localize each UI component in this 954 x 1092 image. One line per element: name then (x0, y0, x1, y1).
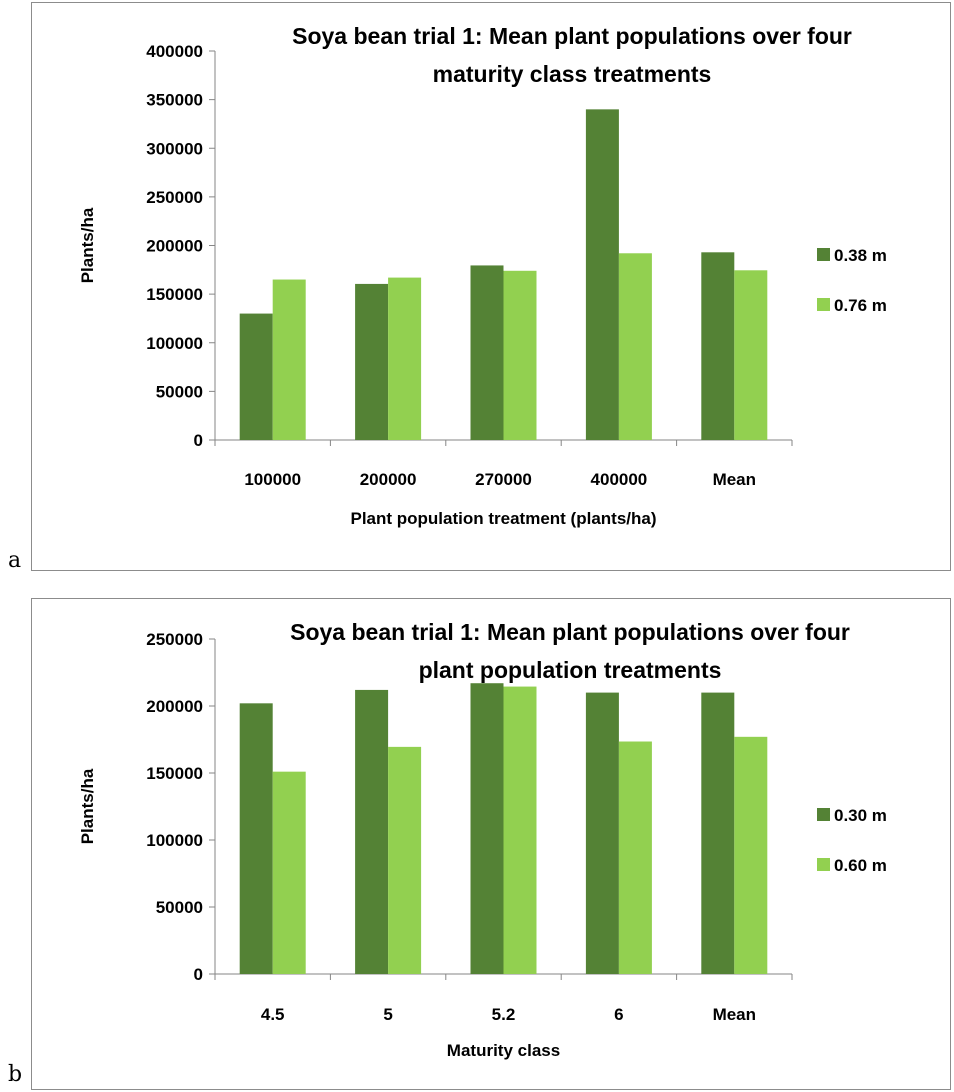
chart-b-bar-series2 (734, 736, 768, 974)
chart-a-y-tick-label: 300000 (146, 139, 203, 158)
chart-a-y-tick-label: 200000 (146, 237, 203, 256)
chart-b-bar-series1 (585, 692, 619, 974)
panel-label-b: b (8, 1062, 23, 1087)
chart-b-y-tick-label: 250000 (146, 630, 203, 649)
chart-a-x-tick-label: 400000 (591, 470, 648, 489)
chart-a-bar-series1 (470, 265, 504, 440)
chart-a-bar-series2 (388, 277, 422, 440)
chart-a-bar-series2 (618, 253, 652, 440)
chart-b-title-line2: plant population treatments (419, 657, 722, 683)
chart-b: 0 50000 100000 150000 200000 250000 4.5 5 5.2 6 Me… (31, 598, 951, 1090)
chart-b-bar-series2 (272, 771, 306, 974)
chart-a-legend-label: 0.38 m (834, 246, 887, 265)
chart-a-legend-swatch (817, 248, 830, 261)
chart-b-x-tick-label: 6 (614, 1005, 623, 1024)
chart-a-bar-series1 (239, 313, 273, 440)
chart-a-x-tick-label: 100000 (244, 470, 301, 489)
chart-a-bar-series1 (355, 283, 389, 440)
chart-b-legend-label: 0.30 m (834, 806, 887, 825)
chart-b-legend-swatch (817, 858, 830, 871)
chart-a-y-tick-label: 100000 (146, 334, 203, 353)
chart-b-y-tick-label: 50000 (156, 898, 203, 917)
chart-a-bar-series1 (585, 109, 619, 440)
chart-b-legend-label: 0.60 m (834, 856, 887, 875)
chart-a: 0 50000 100000 150000 200000 250000 300000 3500… (31, 2, 951, 571)
chart-b-x-axis-label: Maturity class (447, 1041, 560, 1060)
chart-b-bar-series2 (618, 741, 652, 974)
chart-a-y-tick-label: 0 (194, 431, 203, 450)
chart-a-x-axis-label: Plant population treatment (plants/ha) (350, 509, 656, 528)
panel-label-a: a (8, 548, 22, 573)
chart-a-bar-series2 (734, 270, 768, 440)
chart-a-bar-series2 (272, 279, 306, 440)
chart-a-title-line1: Soya bean trial 1: Mean plant population… (292, 23, 852, 49)
chart-b-title-line1: Soya bean trial 1: Mean plant population… (290, 619, 850, 645)
chart-a-x-tick-label: 270000 (475, 470, 532, 489)
chart-b-bar-series2 (388, 746, 422, 974)
chart-b-x-tick-label: Mean (713, 1005, 756, 1024)
chart-a-y-tick-label: 400000 (146, 42, 203, 61)
chart-a-y-tick-label: 350000 (146, 91, 203, 110)
chart-a-x-tick-label: Mean (713, 470, 756, 489)
chart-b-bar-series1 (701, 692, 735, 974)
chart-a-x-tick-label: 200000 (360, 470, 417, 489)
chart-a-y-tick-label: 150000 (146, 285, 203, 304)
chart-b-x-tick-label: 5 (383, 1005, 392, 1024)
chart-b-bar-series1 (470, 683, 504, 974)
chart-b-x-tick-label: 4.5 (261, 1005, 285, 1024)
chart-b-x-tick-label: 5.2 (492, 1005, 516, 1024)
chart-b-y-tick-label: 0 (194, 965, 203, 984)
chart-a-legend-label: 0.76 m (834, 296, 887, 315)
chart-b-bar-series2 (503, 686, 537, 974)
chart-b-bar-series1 (239, 703, 273, 974)
chart-a-y-tick-label: 250000 (146, 188, 203, 207)
chart-a-title-line2: maturity class treatments (433, 61, 712, 87)
chart-b-y-tick-label: 100000 (146, 831, 203, 850)
chart-a-svg: 0 50000 100000 150000 200000 250000 300000 3500… (78, 23, 887, 528)
chart-b-svg: 0 50000 100000 150000 200000 250000 4.5 5 5.2 6 Me… (78, 619, 887, 1060)
chart-a-bar-series1 (701, 252, 735, 440)
chart-b-legend-swatch (817, 808, 830, 821)
chart-a-y-axis-label: Plants/ha (78, 207, 97, 283)
chart-b-bar-series1 (355, 689, 389, 974)
chart-a-bar-series2 (503, 270, 537, 440)
chart-b-y-axis-label: Plants/ha (78, 768, 97, 844)
chart-a-legend-swatch (817, 298, 830, 311)
chart-b-y-tick-label: 200000 (146, 697, 203, 716)
chart-b-y-tick-label: 150000 (146, 764, 203, 783)
chart-a-y-tick-label: 50000 (156, 382, 203, 401)
